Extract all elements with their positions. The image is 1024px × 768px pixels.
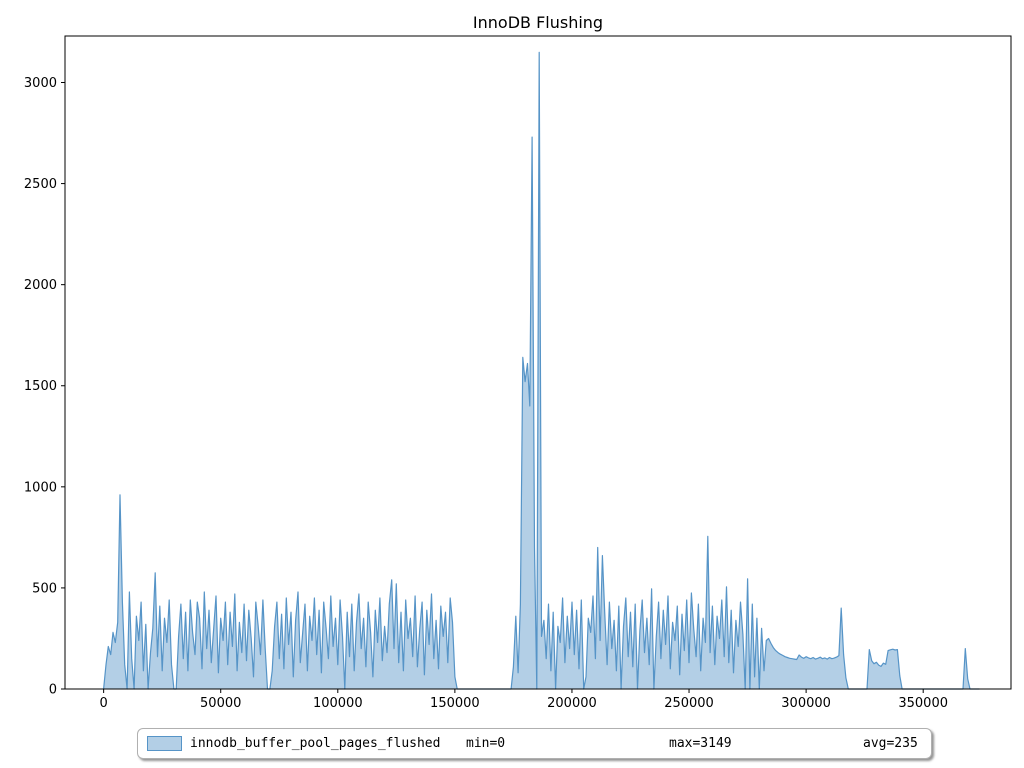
y-tick-label: 1000: [24, 480, 57, 495]
series-area: [103, 52, 980, 689]
y-tick-label: 500: [32, 581, 57, 596]
legend-avg-stat: avg=235: [863, 736, 918, 751]
x-tick-label: 0: [99, 696, 107, 711]
x-tick-label: 200000: [547, 696, 597, 711]
y-tick-label: 2000: [24, 278, 57, 293]
y-tick-label: 0: [49, 683, 57, 698]
legend-series-label: innodb_buffer_pool_pages_flushed: [190, 736, 441, 751]
x-tick-label: 150000: [430, 696, 480, 711]
y-tick-label: 2500: [24, 177, 57, 192]
y-tick-label: 3000: [24, 76, 57, 91]
legend-swatch-icon: [147, 736, 182, 751]
legend-max-stat: max=3149: [669, 736, 732, 751]
x-tick-label: 250000: [664, 696, 714, 711]
axes-frame: [64, 35, 1012, 690]
y-tick-label: 1500: [24, 379, 57, 394]
x-tick-label: 350000: [898, 696, 948, 711]
series-line: [103, 51, 980, 690]
x-tick-label: 100000: [313, 696, 363, 711]
x-tick-label: 50000: [200, 696, 241, 711]
chart-title: InnoDB Flushing: [472, 13, 604, 32]
legend: innodb_buffer_pool_pages_flushed min=0 m…: [137, 728, 932, 759]
x-tick-label: 300000: [781, 696, 831, 711]
legend-min-stat: min=0: [466, 736, 506, 751]
